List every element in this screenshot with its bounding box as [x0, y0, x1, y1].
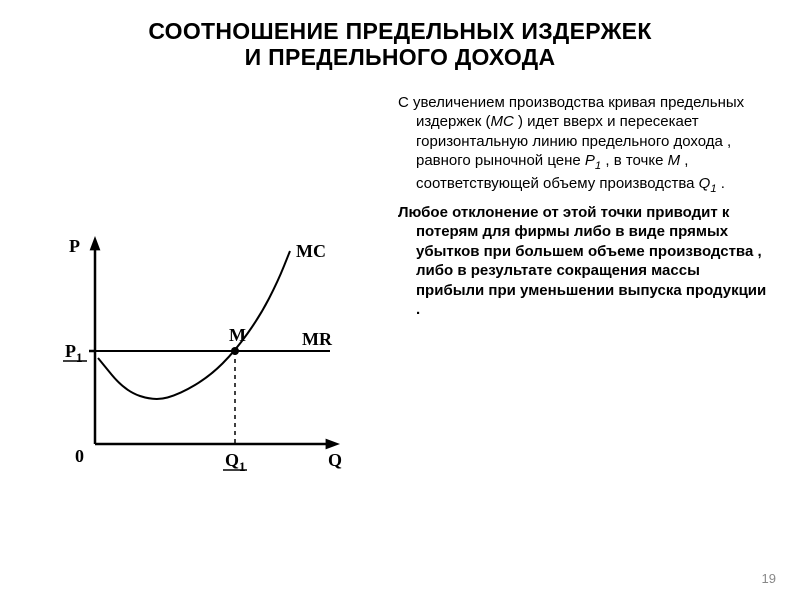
svg-text:0: 0	[75, 446, 84, 466]
text-container: С увеличением производства кривая предел…	[380, 93, 770, 590]
p2-text: Любое отклонение от этой точки приводит …	[398, 204, 766, 319]
p1-mc: MC	[490, 113, 513, 130]
paragraph-2: Любое отклонение от этой точки приводит …	[380, 203, 770, 320]
page-number: 19	[762, 571, 776, 586]
p1-q1: Q	[699, 175, 711, 192]
p1-tail: .	[717, 175, 725, 192]
paragraph-1: С увеличением производства кривая предел…	[380, 93, 770, 197]
svg-text:M: M	[229, 325, 246, 345]
svg-text:MR: MR	[302, 329, 333, 349]
slide-title: СООТНОШЕНИЕ ПРЕДЕЛЬНЫХ ИЗДЕРЖЕК И ПРЕДЕЛ…	[30, 18, 770, 71]
p1-p1: P	[585, 152, 595, 169]
chart-container: PQ0MCMRMP1Q1	[30, 93, 370, 590]
p1-m: M	[668, 152, 681, 169]
title-line-1: СООТНОШЕНИЕ ПРЕДЕЛЬНЫХ ИЗДЕРЖЕК	[148, 18, 651, 44]
mc-mr-chart: PQ0MCMRMP1Q1	[40, 226, 360, 486]
svg-text:P: P	[69, 236, 80, 256]
slide-content: PQ0MCMRMP1Q1 С увеличением производства …	[30, 93, 770, 590]
svg-text:Q: Q	[328, 450, 342, 470]
title-line-2: И ПРЕДЕЛЬНОГО ДОХОДА	[245, 44, 556, 70]
svg-text:MC: MC	[296, 241, 326, 261]
p1-mid2: , в точке	[601, 152, 667, 169]
